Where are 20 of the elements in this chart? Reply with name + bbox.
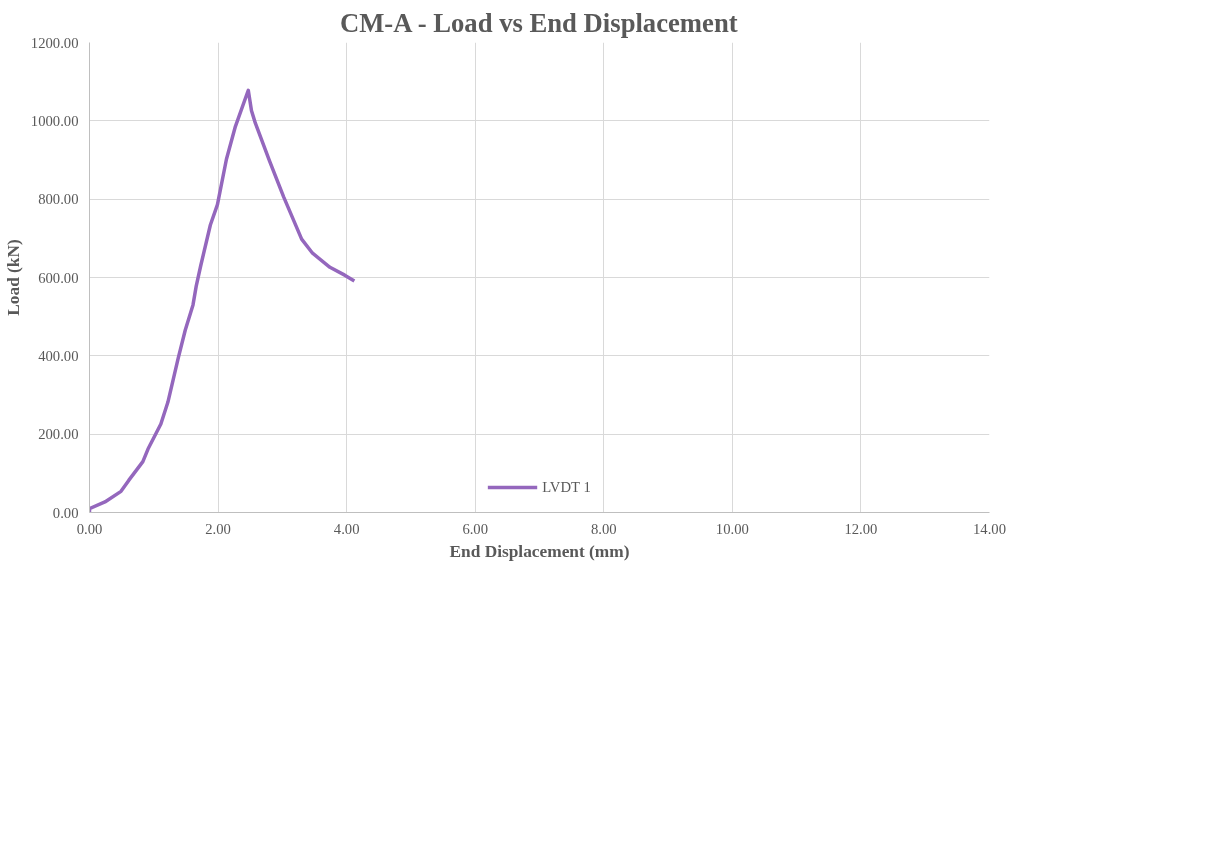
y-tick-label: 400.00	[38, 347, 79, 364]
y-tick-label: 0.00	[52, 504, 79, 521]
x-tick-label: 8.00	[590, 520, 617, 537]
y-tick-label: 800.00	[38, 191, 79, 208]
y-axis-title: Load (kN)	[3, 239, 23, 316]
y-tick-label: 1200.00	[30, 34, 79, 51]
x-axis-title: End Displacement (mm)	[449, 541, 630, 561]
line-series	[89, 88, 357, 513]
x-tick-label: 4.00	[333, 520, 360, 537]
x-tick-label: 12.00	[844, 520, 878, 537]
legend-label: LVDT 1	[542, 477, 591, 497]
y-tick-label: 200.00	[38, 426, 79, 443]
y-tick-label: 1000.00	[30, 112, 79, 129]
y-tick-label: 600.00	[38, 269, 79, 286]
x-tick-label: 0.00	[76, 520, 103, 537]
x-tick-label: 6.00	[462, 520, 489, 537]
chart-title: CM-A - Load vs End Displacement	[339, 7, 738, 38]
x-tick-label: 2.00	[205, 520, 231, 537]
x-tick-label: 14.00	[973, 520, 1006, 537]
x-tick-label: 10.00	[715, 520, 749, 537]
